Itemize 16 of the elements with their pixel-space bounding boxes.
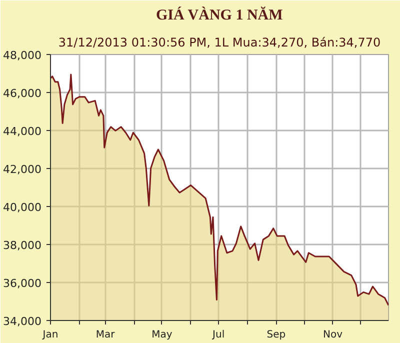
y-tick-label: 34,000: [3, 315, 42, 328]
x-tick-label: Jul: [212, 330, 225, 340]
y-tick-label: 40,000: [3, 201, 42, 214]
x-tick-label: Mar: [96, 330, 116, 340]
x-tick-label: Jan: [42, 330, 58, 340]
chart-subtitle: 31/12/2013 01:30:56 PM, 1L Mua:34,270, Bán:34,770: [58, 36, 381, 50]
y-tick-label: 46,000: [3, 87, 42, 100]
y-tick-label: 36,000: [3, 277, 42, 290]
y-tick-label: 44,000: [3, 125, 42, 138]
x-tick-label: Nov: [323, 330, 343, 340]
chart-title: GIÁ VÀNG 1 NĂM: [156, 6, 283, 24]
y-tick-label: 48,000: [3, 49, 42, 62]
y-tick-label: 42,000: [3, 163, 42, 176]
y-tick-label: 38,000: [3, 239, 42, 252]
x-tick-label: May: [152, 330, 172, 340]
x-tick-label: Sep: [266, 330, 286, 340]
